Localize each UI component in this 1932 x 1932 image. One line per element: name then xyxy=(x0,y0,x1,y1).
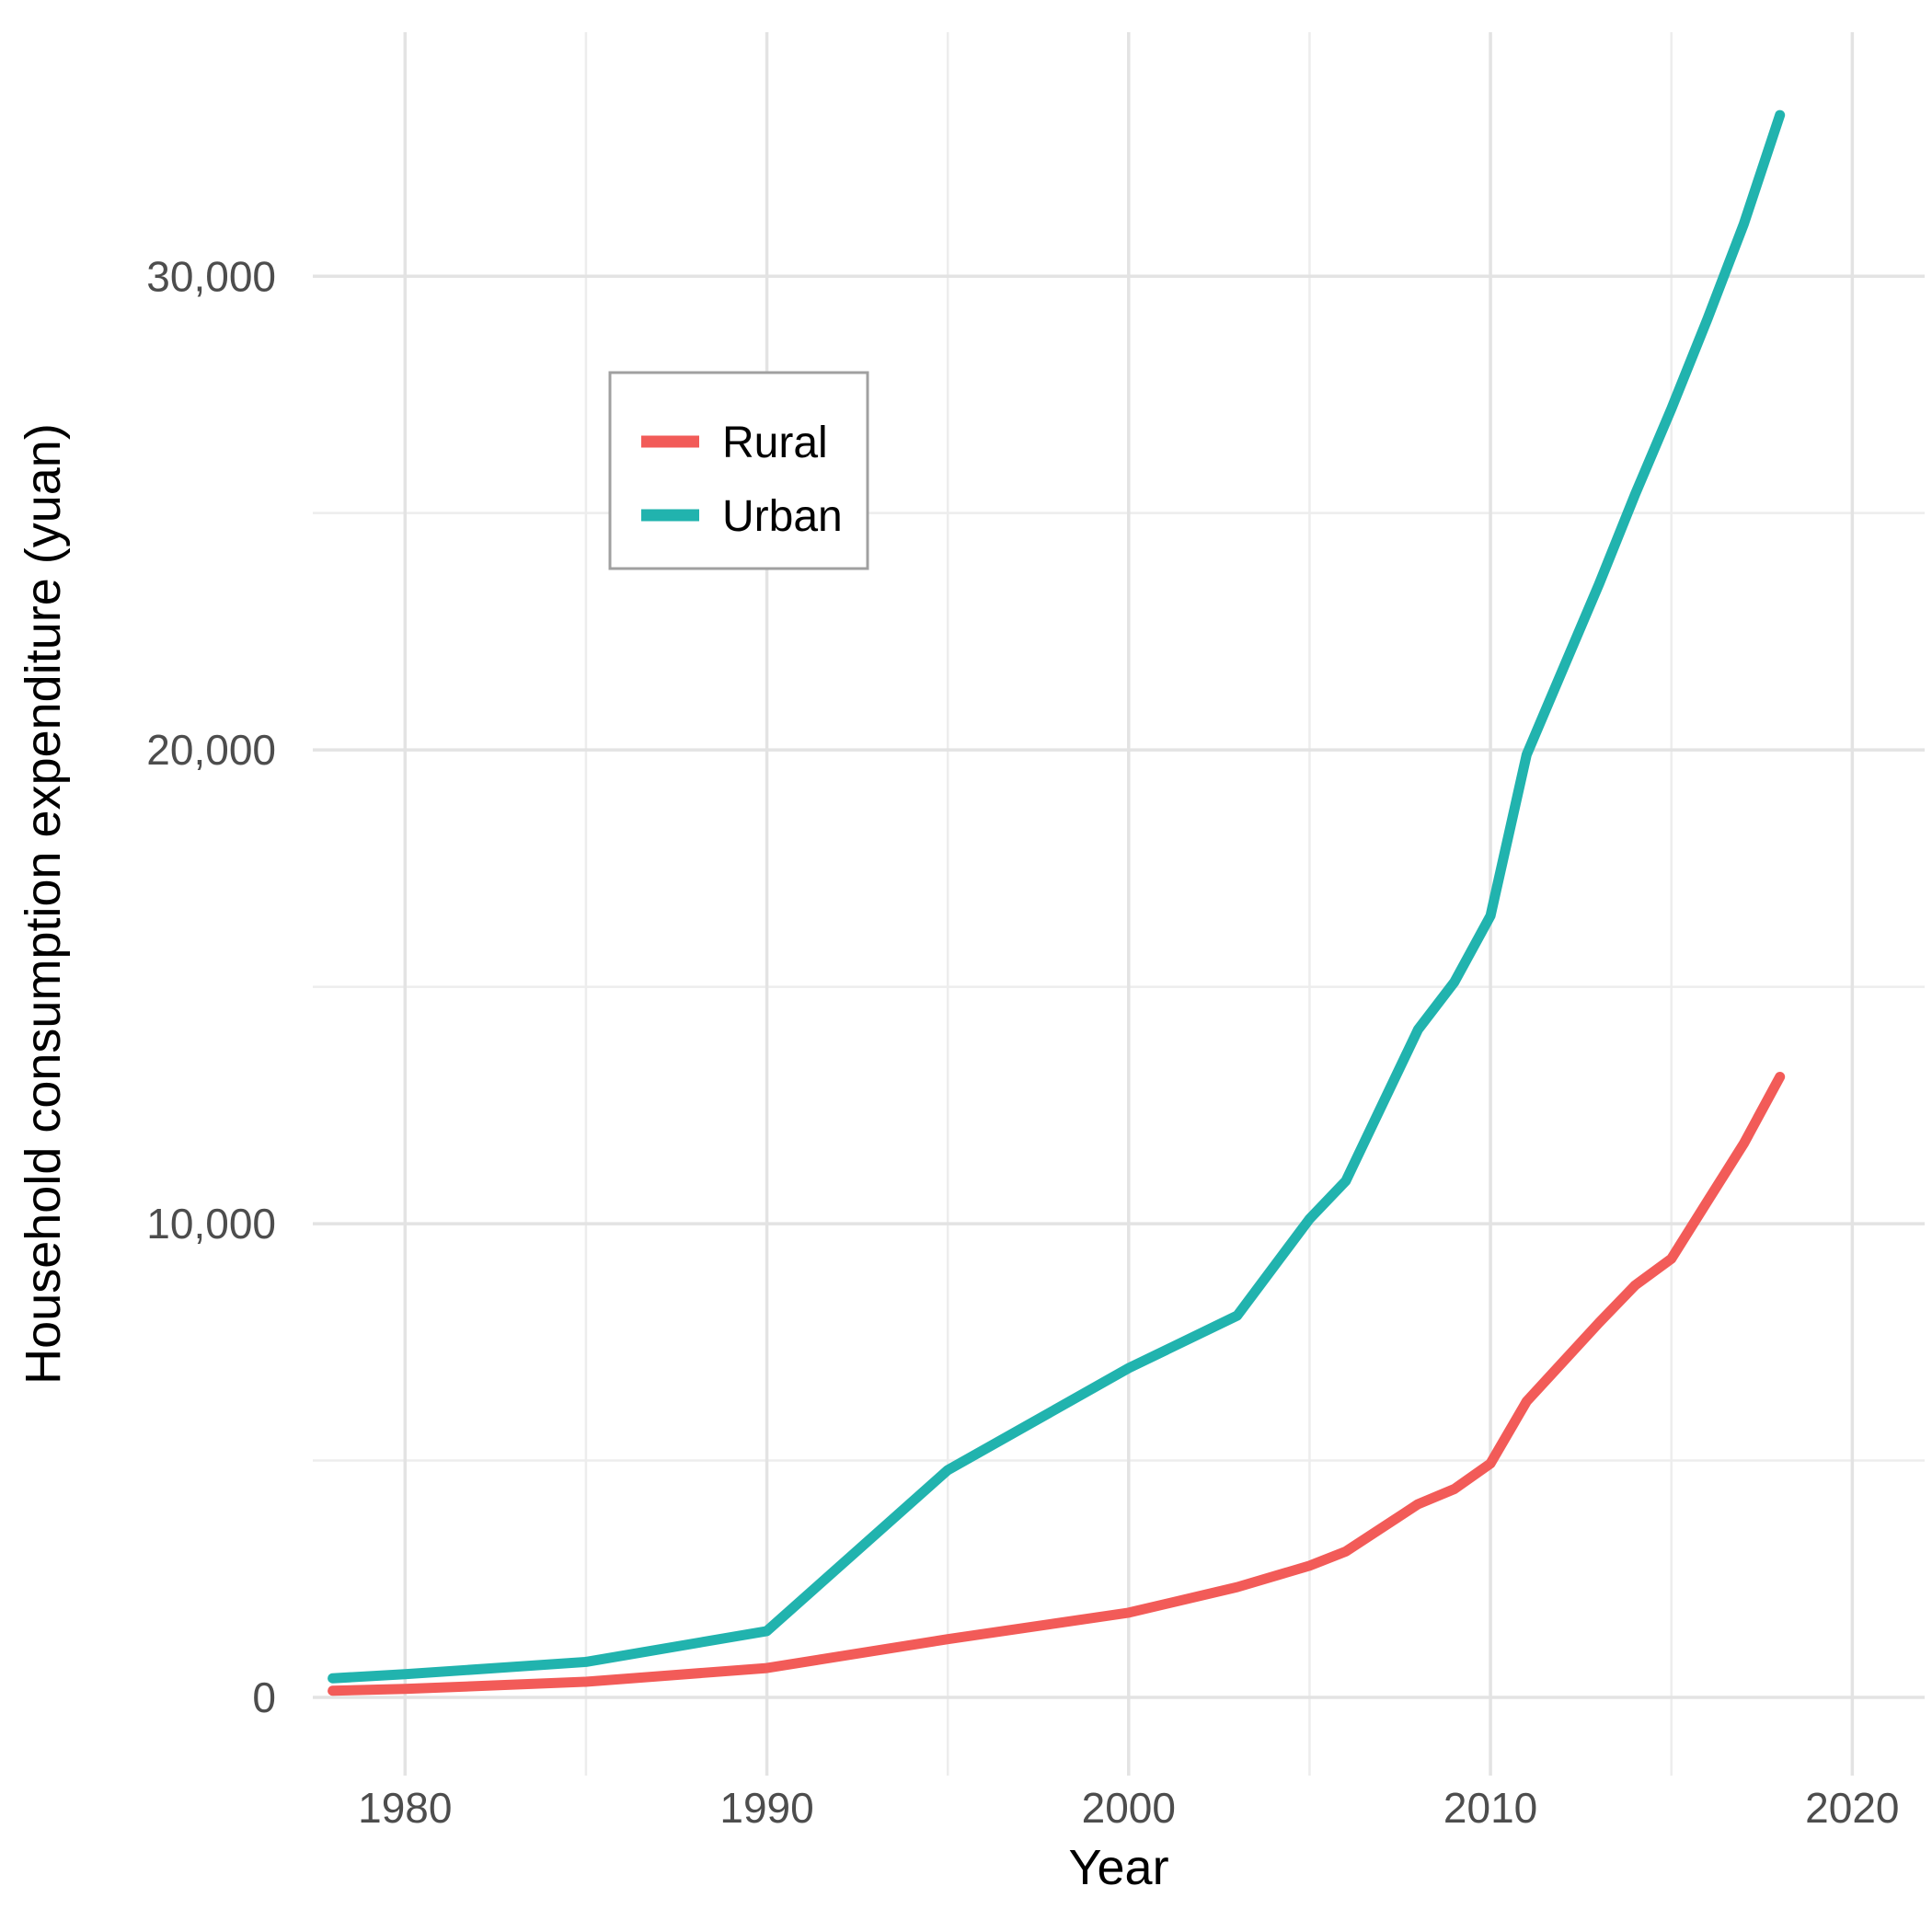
y-tick-label: 0 xyxy=(252,1673,276,1721)
x-tick-label: 2000 xyxy=(1082,1784,1176,1832)
x-tick-label: 1980 xyxy=(358,1784,452,1832)
y-tick-label: 10,000 xyxy=(146,1200,276,1248)
legend-box xyxy=(608,371,869,570)
y-axis-title: Household consumption expenditure (yuan) xyxy=(16,423,71,1385)
legend-label-rural: Rural xyxy=(722,419,828,467)
x-axis-title: Year xyxy=(1068,1840,1168,1895)
y-tick-label: 20,000 xyxy=(146,726,276,774)
x-tick-label: 2020 xyxy=(1805,1784,1899,1832)
y-tick-label: 30,000 xyxy=(146,252,276,300)
x-tick-label: 2010 xyxy=(1443,1784,1537,1832)
x-tick-label: 1990 xyxy=(719,1784,813,1832)
series-line-rural xyxy=(328,1072,1786,1696)
legend-label-urban: Urban xyxy=(722,492,843,541)
series-line-urban xyxy=(328,109,1786,1684)
